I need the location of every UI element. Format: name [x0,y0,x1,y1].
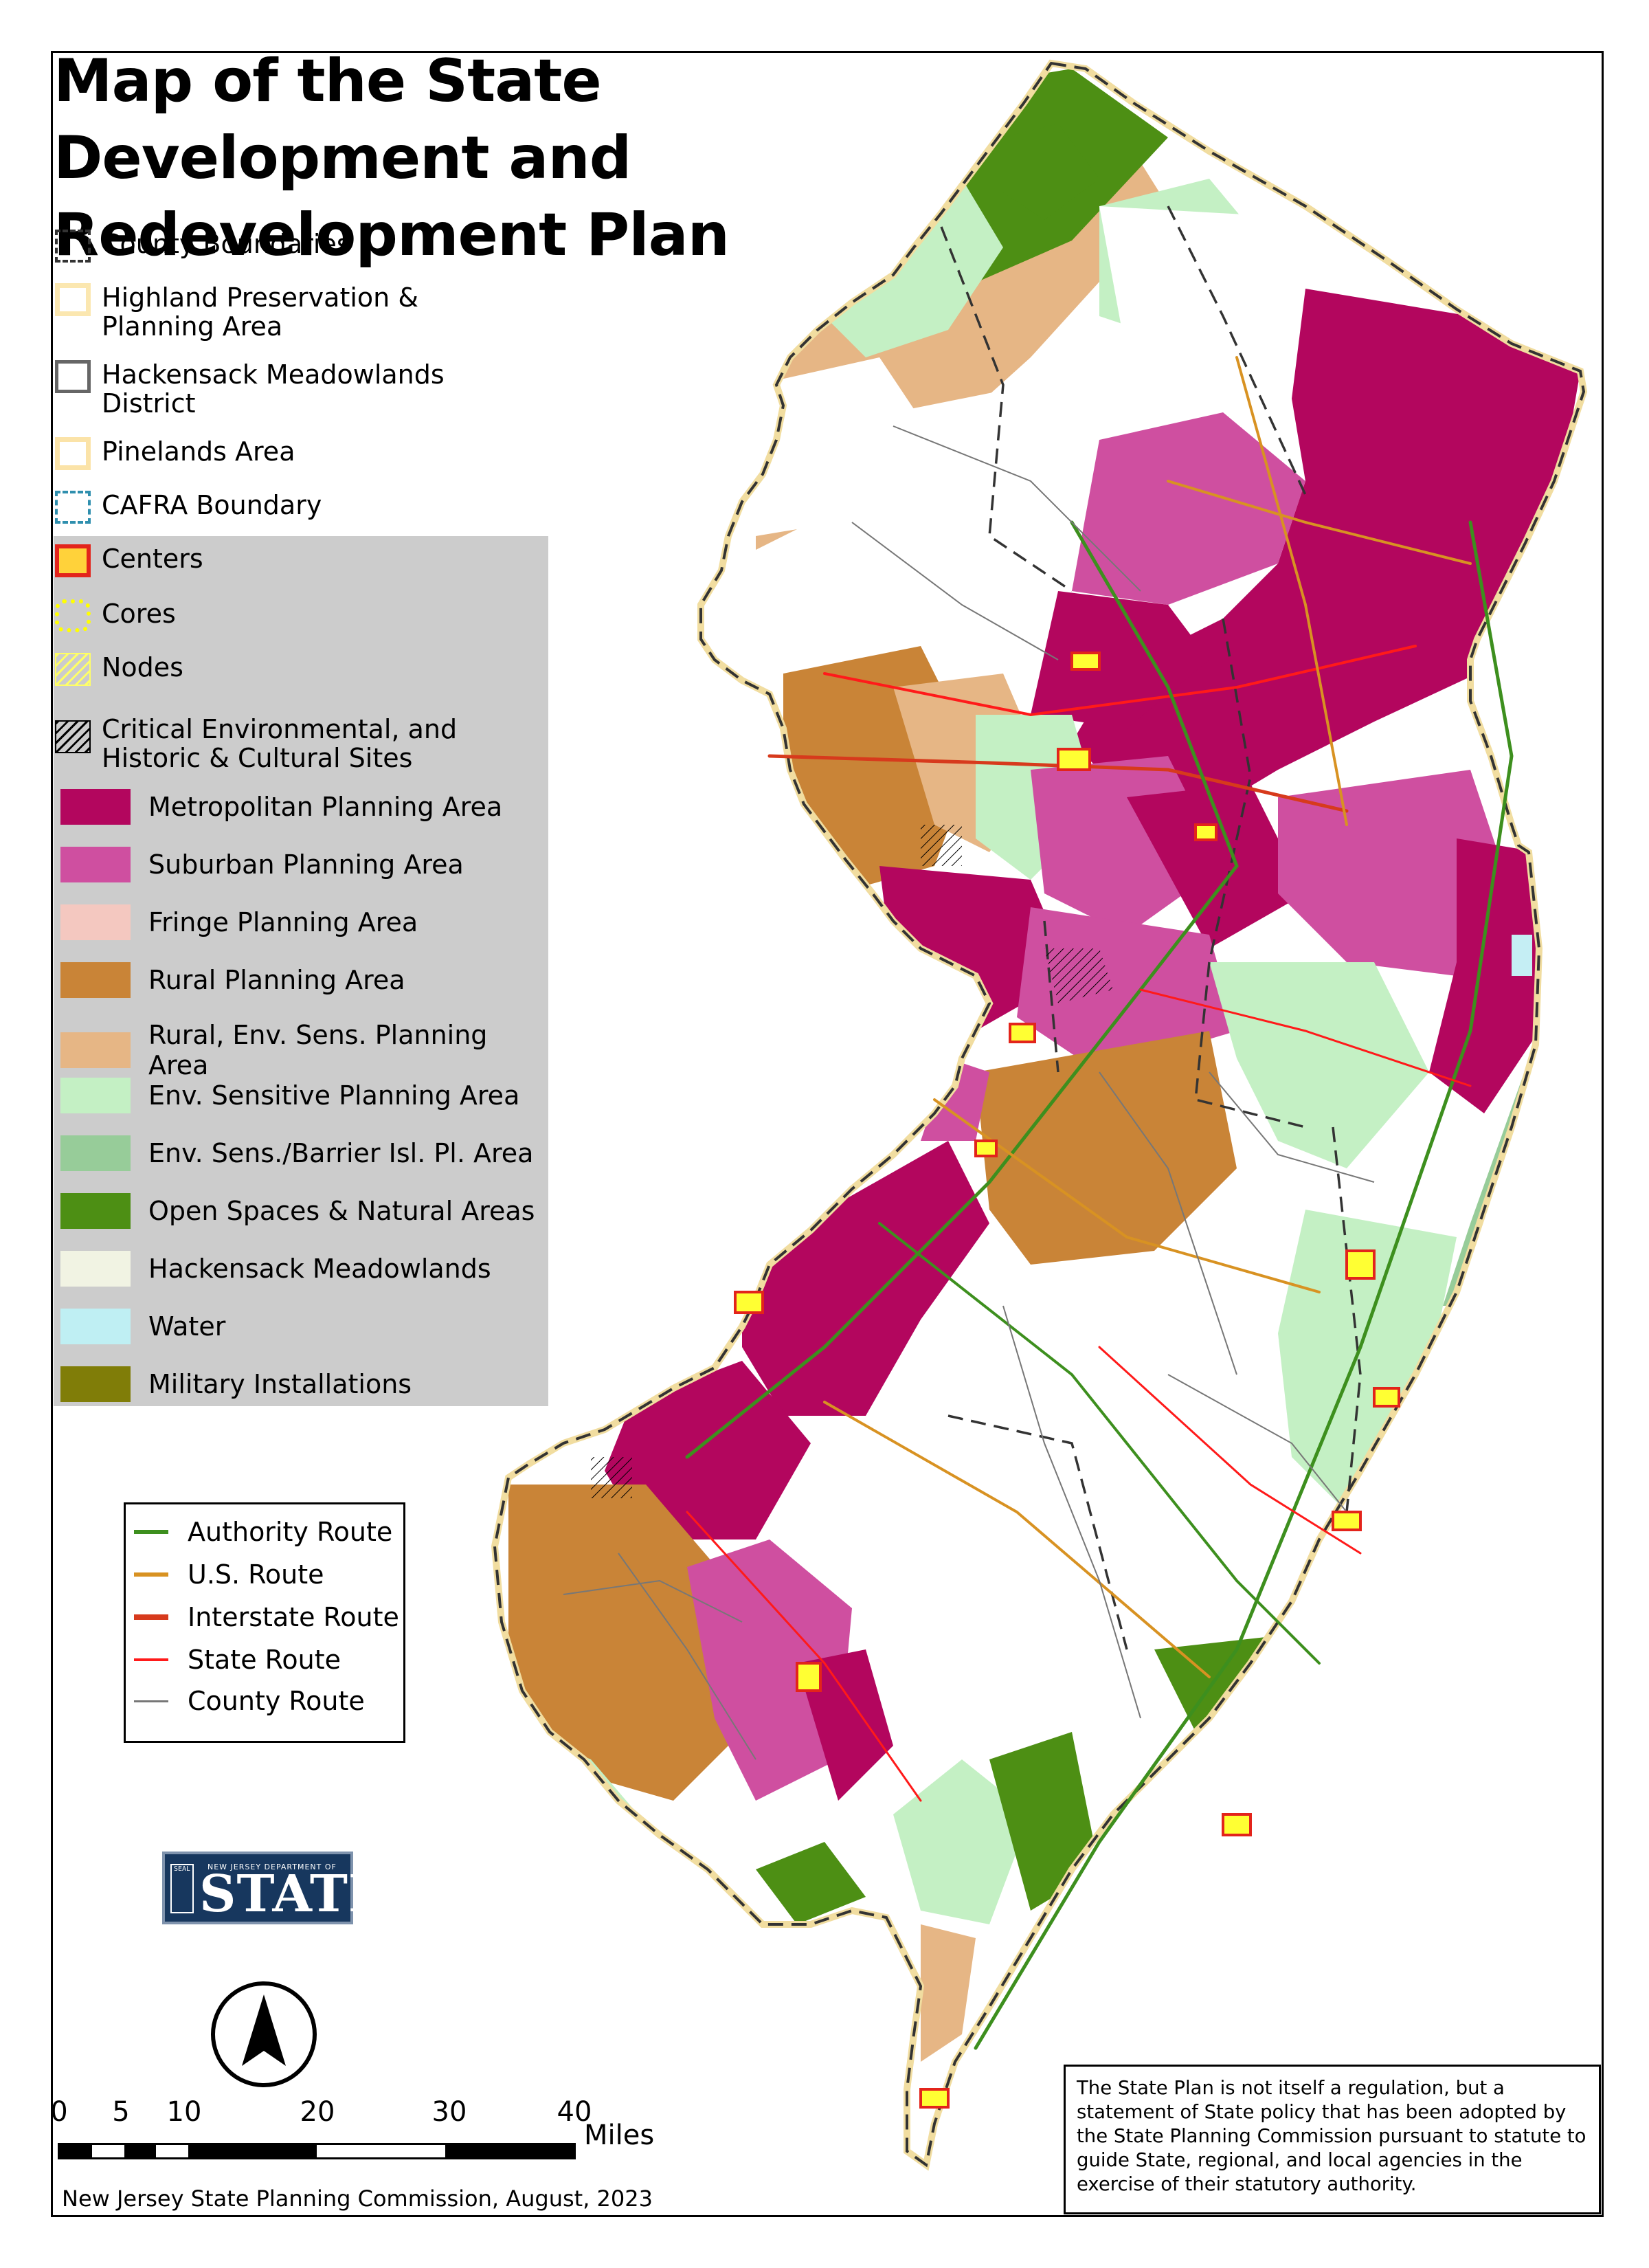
north-arrow-icon [211,1981,317,2087]
legend-label: Centers [102,544,203,574]
legend-item-centers: Centers [54,544,203,577]
legend-item-county-route: County Route [134,1686,365,1716]
legend-item-env-sensitive: Env. Sensitive Planning Area [60,1078,519,1113]
legend-item-water: Water [60,1309,225,1344]
logo-big-text: STATE [199,1865,388,1924]
scale-tick-label: 30 [431,2096,467,2128]
cores-dots-icon [55,599,91,632]
credit-line: New Jersey State Planning Commission, Au… [62,2186,653,2212]
legend-label: Fringe Planning Area [148,907,418,937]
swatch [60,1251,131,1287]
outline-box-icon [55,437,91,470]
legend-label: Pinelands Area [102,436,295,467]
legend-label: Metropolitan Planning Area [148,792,503,822]
route-line-icon [134,1572,168,1577]
swatch [60,789,131,825]
scale-tick-label: 0 [50,2096,68,2128]
legend-planning-areas: Centers Cores Nodes Critical Environment… [54,536,548,1406]
legend-label: Suburban Planning Area [148,849,464,880]
legend-label: Hackensack Meadowlands [148,1254,491,1284]
swatch [60,1309,131,1344]
legend-item-hackensack-district: Hackensack Meadowlands District [55,360,486,418]
scale-tick-label: 10 [166,2096,202,2128]
legend-label: Water [148,1311,226,1342]
nodes-hatch-icon [55,653,91,686]
legend-routes: Authority Route U.S. Route Interstate Ro… [124,1502,405,1743]
legend-label: Env. Sens./Barrier Isl. Pl. Area [148,1138,534,1168]
legend-item-rural: Rural Planning Area [60,962,405,998]
legend-label: Env. Sensitive Planning Area [148,1080,520,1111]
critical-sites-hatch-icon [55,720,91,753]
swatch [60,962,131,998]
map-title: Map of the State Development and Redevel… [54,47,730,269]
legend-item-authority-route: Authority Route [134,1517,392,1547]
scale-tick-label: 5 [112,2096,130,2128]
legend-label: Military Installations [148,1369,412,1399]
swatch [60,1032,131,1068]
logo-small-text: NEW JERSEY DEPARTMENT OF [207,1863,337,1871]
legend-item-hackensack-meadowlands: Hackensack Meadowlands [60,1251,491,1287]
route-line-icon [134,1658,168,1661]
outline-box-icon [55,360,91,393]
swatch [60,1078,131,1113]
scale-unit: Miles [584,2120,655,2151]
legend-label: Rural, Env. Sens. Planning Area [148,1020,488,1080]
legend-item-us-route: U.S. Route [134,1559,324,1590]
scale-tick-label: 40 [557,2096,592,2128]
route-line-icon [134,1614,168,1620]
legend-item-critical-sites: Critical Environmental, and Historic & C… [54,715,486,772]
swatch [60,1366,131,1402]
centers-icon [55,544,91,577]
legend-item-pinelands: Pinelands Area [55,437,295,470]
legend-item-fringe: Fringe Planning Area [60,904,418,940]
route-line-icon [134,1530,168,1534]
scale-bar [58,2143,576,2159]
legend-item-suburban: Suburban Planning Area [60,847,464,882]
legend-item-metropolitan: Metropolitan Planning Area [60,789,502,825]
legend-label: Authority Route [188,1517,393,1547]
legend-label: Highland Preservation & Planning Area [102,282,418,342]
route-line-icon [134,1700,168,1702]
legend-label: Critical Environmental, and Historic & C… [102,714,458,773]
legend-item-highlands: Highland Preservation & Planning Area [55,283,486,341]
legend-item-rural-env-sens: Rural, Env. Sens. Planning Area [60,1020,548,1080]
legend-label: CAFRA Boundary [102,490,322,520]
legend-label: Hackensack Meadowlands District [102,359,445,419]
legend-label: State Route [188,1645,341,1675]
scale-labels: 0 5 10 20 30 40 [44,2096,662,2137]
swatch [60,904,131,940]
swatch [60,1193,131,1229]
legend-item-state-route: State Route [134,1645,341,1675]
legend-label: Interstate Route [188,1602,399,1632]
legend-item-cafra: CAFRA Boundary [55,491,322,524]
swatch [60,1135,131,1171]
scale-tick-label: 20 [300,2096,335,2128]
legend-label: Cores [102,599,176,629]
legend-label: Rural Planning Area [148,965,405,995]
legend-item-military: Military Installations [60,1366,412,1402]
legend-item-barrier-island: Env. Sens./Barrier Isl. Pl. Area [60,1135,533,1171]
legend-label: Open Spaces & Natural Areas [148,1196,535,1226]
legend-item-nodes: Nodes [54,653,183,686]
legend-label: U.S. Route [188,1559,324,1590]
swatch [60,847,131,882]
legend-item-open-spaces: Open Spaces & Natural Areas [60,1193,535,1229]
legend-item-county-boundaries: County Boundaries [55,230,350,263]
legend-item-cores: Cores [54,599,176,632]
outline-box-icon [55,283,91,316]
disclaimer-box: The State Plan is not itself a regulatio… [1064,2065,1601,2214]
seal-icon: SEAL [170,1864,194,1913]
dashed-box-icon [55,491,91,524]
legend-item-interstate-route: Interstate Route [134,1602,399,1632]
department-of-state-logo: SEAL NEW JERSEY DEPARTMENT OF STATE [162,1852,387,1924]
legend-label: County Route [188,1686,365,1716]
dashed-box-icon [55,230,91,263]
legend-label: County Boundaries [102,229,350,259]
legend-label: Nodes [102,652,183,682]
